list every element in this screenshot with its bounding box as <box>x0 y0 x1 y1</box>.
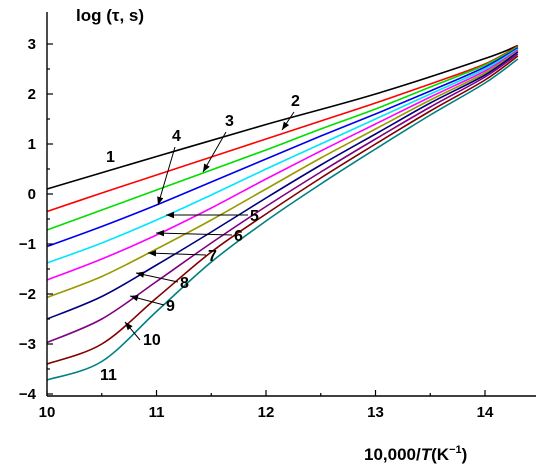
x-axis-title-close: ) <box>462 445 468 464</box>
series-1-line <box>46 44 519 190</box>
pointer-8-head <box>136 271 145 278</box>
x-tick-label: 11 <box>149 404 165 421</box>
x-axis-title-prefix: 10,000/ <box>364 445 421 464</box>
y-tick-label: −3 <box>19 336 36 353</box>
pointer-7 <box>147 252 207 256</box>
axes-layer <box>46 12 536 397</box>
y-tick-label: −4 <box>19 386 37 403</box>
series-11-line <box>46 58 519 381</box>
y-tick-label: −1 <box>19 236 36 253</box>
pointer-7-head <box>148 250 157 257</box>
pointer-5-head <box>166 211 174 219</box>
series-2-line <box>46 45 519 213</box>
x-axis-title-sup: −1 <box>449 444 462 456</box>
series-9-line <box>46 53 519 344</box>
curve-label-8: 8 <box>180 275 189 292</box>
pointer-6-head <box>156 230 165 237</box>
curve-label-2: 2 <box>291 93 300 110</box>
label-layer: 1 2 3 4 567 89 10 11 <box>100 93 300 384</box>
series-layer <box>46 44 519 381</box>
curve-label-7: 7 <box>208 248 217 265</box>
y-tick-label: −2 <box>19 286 36 303</box>
series-7-line <box>46 50 519 299</box>
curve-label-1: 1 <box>106 149 115 166</box>
x-axis-title-var: T <box>421 445 433 464</box>
curve-label-3: 3 <box>225 113 234 130</box>
pointer-layer <box>124 111 295 341</box>
pointer-2-head <box>282 121 290 130</box>
pointer-4-head <box>157 196 164 205</box>
curve-label-6: 6 <box>234 228 243 245</box>
series-10-line <box>46 55 519 365</box>
pointer-6 <box>155 232 233 236</box>
series-6-line <box>46 49 519 281</box>
series-3-line <box>46 46 519 231</box>
curve-label-10: 10 <box>143 332 161 349</box>
x-tick-label: 10 <box>39 404 56 421</box>
x-axis-title-unit: (K <box>431 445 450 464</box>
x-tick-label: 12 <box>258 404 275 421</box>
curve-label-9: 9 <box>166 298 175 315</box>
x-tick-label: 14 <box>477 404 494 421</box>
x-tick-label: 13 <box>367 404 384 421</box>
curve-label-11: 11 <box>100 367 117 384</box>
y-tick-label: 3 <box>28 36 36 53</box>
pointer-10-head <box>125 322 133 331</box>
pointer-3-head <box>203 163 210 172</box>
y-axis-title: log (τ, s) <box>76 6 144 25</box>
y-tick-label: 2 <box>28 86 36 103</box>
x-axis-title: 10,000/T(K−1) <box>364 444 467 464</box>
pointer-4 <box>157 146 176 206</box>
curve-label-5: 5 <box>250 208 259 225</box>
curve-label-4: 4 <box>172 128 181 145</box>
y-tick-label: 1 <box>28 136 36 153</box>
series-8-line <box>46 51 519 320</box>
y-tick-label: 0 <box>28 186 36 203</box>
series-4-line <box>46 47 519 248</box>
pointer-9-head <box>130 295 139 302</box>
series-5-line <box>46 48 519 264</box>
